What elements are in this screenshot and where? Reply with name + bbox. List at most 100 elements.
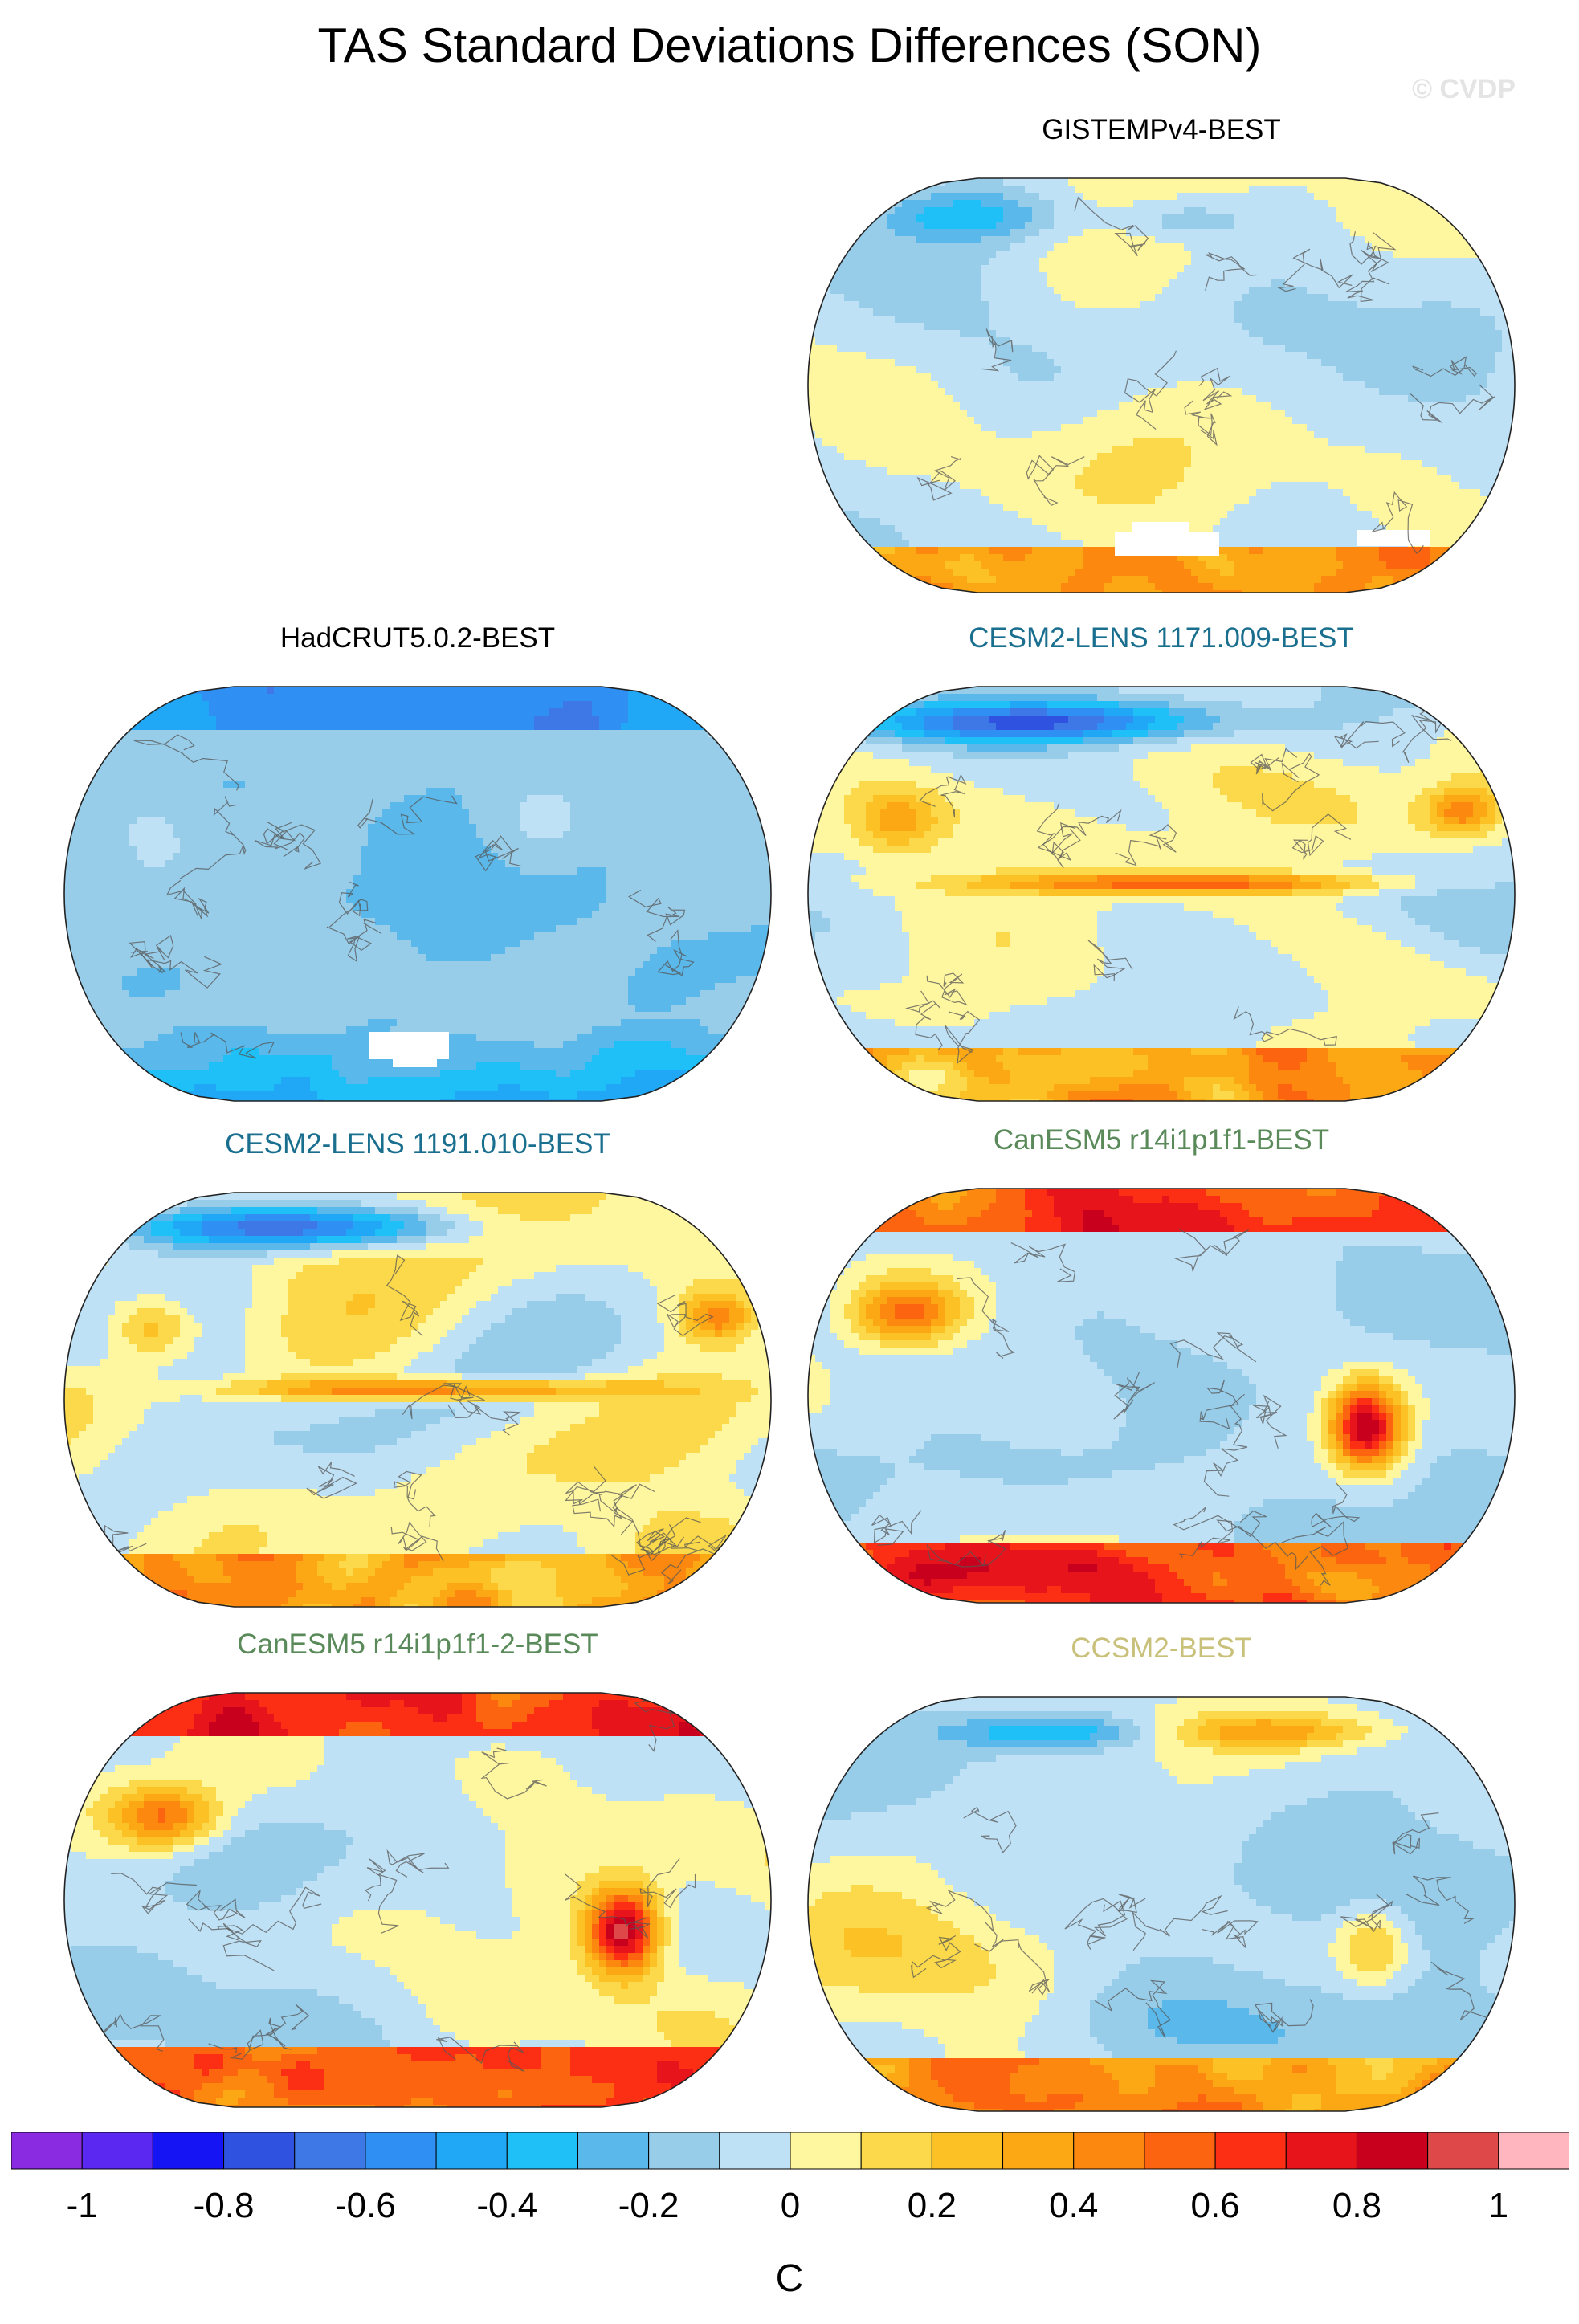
coastline xyxy=(1254,1999,1314,2033)
coastline xyxy=(390,1521,444,1562)
coastline xyxy=(129,935,174,974)
coastline xyxy=(165,879,210,920)
coastline xyxy=(1392,1812,1439,1855)
colorbar-segment xyxy=(294,2132,366,2170)
coastline xyxy=(565,1466,634,1535)
coastline xyxy=(1410,384,1495,423)
colorbar-segment xyxy=(648,2132,720,2170)
coastline xyxy=(919,773,967,818)
coastline xyxy=(1036,802,1075,869)
colorbar-segment xyxy=(790,2132,862,2170)
colorbar-tick-label: 0.6 xyxy=(1167,2186,1263,2226)
map-field xyxy=(64,687,771,1101)
coastline xyxy=(1333,720,1406,749)
coastline xyxy=(1233,1006,1337,1046)
map-cesm2-1191 xyxy=(63,1192,772,1608)
coastline xyxy=(911,1935,961,1979)
coastline xyxy=(1201,1920,1259,1948)
colorbar-tick-label: 0.2 xyxy=(883,2186,980,2226)
coastline xyxy=(1291,813,1352,861)
colorbar-segment xyxy=(1356,2132,1429,2170)
map-cesm2-1171 xyxy=(807,686,1516,1102)
coastline xyxy=(186,1889,246,1921)
colorbar-tick-label: -0.2 xyxy=(601,2186,697,2226)
coastline xyxy=(1198,367,1233,410)
coastline xyxy=(1132,1894,1228,1951)
coastline xyxy=(393,1470,436,1527)
coastline xyxy=(1124,350,1177,430)
coastline xyxy=(1345,231,1397,302)
colorbar-segment xyxy=(719,2132,791,2170)
colorbar-tick-label: -0.6 xyxy=(317,2186,414,2226)
map-outline xyxy=(63,1192,772,1608)
colorbar-tick-label: -0.8 xyxy=(176,2186,272,2226)
coastline xyxy=(572,1490,623,1528)
colorbar-segment xyxy=(577,2132,650,2170)
map-panel-ccsm2: CCSM2-BEST xyxy=(795,1633,1528,2130)
map-canesm5-a xyxy=(807,1188,1516,1604)
map-panel-canesm5-b: CanESM5 r14i1p1f1-2-BEST xyxy=(51,1629,784,2126)
coastline xyxy=(1179,1510,1267,1559)
coastline xyxy=(188,1886,322,1935)
colorbar-segment xyxy=(1073,2132,1145,2170)
coastline xyxy=(480,1747,547,1800)
map-field xyxy=(808,1697,1515,2111)
coastline xyxy=(916,456,962,501)
missing-data-patch xyxy=(369,1032,449,1059)
missing-data-patch xyxy=(393,1058,437,1067)
coastline xyxy=(963,1806,1017,1854)
coastline xyxy=(871,1510,922,1546)
colorbar-tick-label: 0.4 xyxy=(1026,2186,1122,2226)
colorbar-units: C xyxy=(0,2257,1579,2301)
coastline xyxy=(1094,1979,1172,2039)
figure-title: TAS Standard Deviations Differences (SON… xyxy=(0,18,1579,73)
coastline xyxy=(1253,1394,1287,1449)
watermark: © CVDP xyxy=(1412,74,1516,105)
colorbar-tick-label: -1 xyxy=(34,2186,130,2226)
map-panel-canesm5-a: CanESM5 r14i1p1f1-BEST xyxy=(795,1124,1528,1622)
map-canesm5-b xyxy=(63,1692,772,2108)
colorbar-segment xyxy=(1144,2132,1216,2170)
map-outline xyxy=(807,686,1516,1102)
coastline xyxy=(402,1383,486,1420)
coastline xyxy=(926,1530,1006,1568)
map-ccsm2 xyxy=(807,1696,1516,2112)
missing-data-patch xyxy=(1132,522,1189,535)
colorbar-tick-label: 0 xyxy=(742,2186,838,2226)
coastline xyxy=(1184,400,1218,446)
coastline xyxy=(628,889,686,942)
coastline xyxy=(1064,1897,1131,1950)
map-hadcrut xyxy=(63,686,772,1102)
panel-title: CESM2-LENS 1171.009-BEST xyxy=(795,622,1528,654)
map-panel-hadcrut: HadCRUT5.0.2-BEST xyxy=(51,622,784,1120)
coastline xyxy=(613,1483,698,1552)
missing-data-patch xyxy=(1115,532,1219,556)
coastline xyxy=(1203,1393,1248,1497)
colorbar-segment xyxy=(1498,2132,1569,2170)
coastline xyxy=(1113,1372,1155,1420)
panel-title: CCSM2-BEST xyxy=(795,1633,1528,1665)
coastline xyxy=(1173,1506,1309,1571)
coastline xyxy=(475,835,522,872)
coastline xyxy=(1002,1939,1051,1996)
colorbar-segment xyxy=(81,2132,153,2170)
map-outline xyxy=(63,686,772,1102)
coastline xyxy=(1250,748,1298,775)
coastline xyxy=(1026,455,1085,507)
coastline xyxy=(179,796,247,879)
coastline xyxy=(564,1873,651,1939)
colorbar-tick-label: 0.8 xyxy=(1308,2186,1405,2226)
map-outline xyxy=(807,177,1516,593)
panel-title: GISTEMPv4-BEST xyxy=(795,114,1528,146)
coastline xyxy=(1340,1894,1393,1933)
coastline xyxy=(133,734,240,791)
map-gistemp xyxy=(807,177,1516,593)
map-panel-gistemp: GISTEMPv4-BEST xyxy=(795,114,1528,612)
map-field xyxy=(808,1189,1515,1603)
coastline xyxy=(129,948,223,989)
coastline xyxy=(639,1857,696,1909)
coastline xyxy=(208,2028,276,2060)
colorbar-segment xyxy=(506,2132,578,2170)
coastline xyxy=(925,1889,1004,1952)
coastline xyxy=(657,929,695,976)
